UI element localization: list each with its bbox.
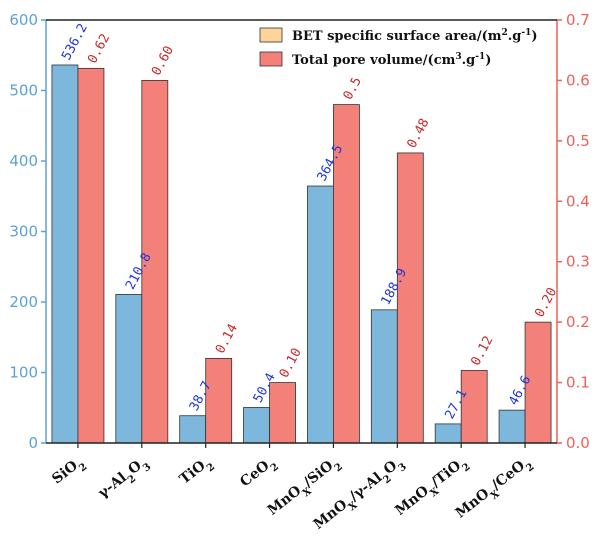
right-tick-label-2: 0.2 (566, 313, 590, 331)
category-label-2: TiO2 (177, 454, 217, 492)
legend-label-0: BET specific surface area/(m2.g-1) (292, 28, 538, 44)
bar-bet-1 (115, 293, 143, 444)
bar-pore-0 (77, 67, 105, 444)
bar-bet-5 (370, 309, 398, 444)
bar-pore-7 (524, 321, 552, 444)
bar-pore-4 (333, 104, 360, 444)
bar-pore-2 (205, 357, 233, 444)
bar-pore-1 (141, 80, 169, 444)
bar-pore-5 (396, 152, 424, 444)
legend: BET specific surface area/(m2.g-1) Total … (256, 22, 556, 78)
legend-background (256, 22, 556, 78)
data-label-pore-5: 0.48 (405, 116, 433, 151)
legend-swatch-0 (259, 27, 283, 43)
left-tick-label-1: 100 (9, 364, 38, 382)
left-tick-label-2: 200 (9, 293, 38, 311)
data-label-pore-7: 0.20 (532, 285, 560, 320)
bar-bet-3 (243, 407, 270, 444)
left-tick-label-6: 600 (9, 11, 38, 29)
bar-bet-6 (434, 423, 462, 444)
bars-group (51, 64, 552, 444)
left-tick-label-5: 500 (9, 82, 38, 100)
right-tick-label-4: 0.4 (566, 192, 590, 210)
data-label-pore-2: 0.14 (213, 321, 241, 356)
left-tick-label-3: 300 (9, 223, 38, 241)
left-tick-label-4: 400 (9, 152, 38, 170)
category-label-3: CeO2 (237, 454, 281, 494)
bar-pore-6 (460, 370, 488, 444)
data-label-pore-6: 0.12 (468, 334, 496, 369)
right-tick-label-1: 0.1 (566, 374, 590, 392)
legend-label-1: Total pore volume/(cm3.g-1) (292, 52, 491, 68)
right-tick-label-0: 0.0 (566, 434, 590, 452)
right-tick-label-3: 0.3 (566, 253, 590, 271)
bar-bet-4 (307, 185, 334, 444)
right-tick-label-5: 0.5 (566, 132, 590, 150)
category-label-0: SiO2 (49, 454, 89, 491)
bar-bet-2 (179, 415, 207, 444)
data-label-pore-1: 0.60 (149, 44, 177, 79)
legend-swatch-1 (259, 51, 283, 67)
bar-pore-3 (269, 382, 296, 444)
right-tick-label-6: 0.6 (566, 71, 590, 89)
data-label-pore-0: 0.62 (85, 32, 113, 67)
left-tick-label-0: 0 (28, 434, 38, 452)
bar-bet-0 (51, 64, 79, 444)
bar-bet-7 (498, 409, 526, 444)
axes-group: 0 100 200 300 400 500 600 0.0 0.1 0.2 0.3 0.4 0.5 0.6… (9, 11, 590, 452)
data-label-pore-3: 0.10 (277, 346, 305, 381)
category-label-1: γ-Al2O3 (95, 454, 153, 505)
right-tick-label-7: 0.7 (566, 11, 590, 29)
